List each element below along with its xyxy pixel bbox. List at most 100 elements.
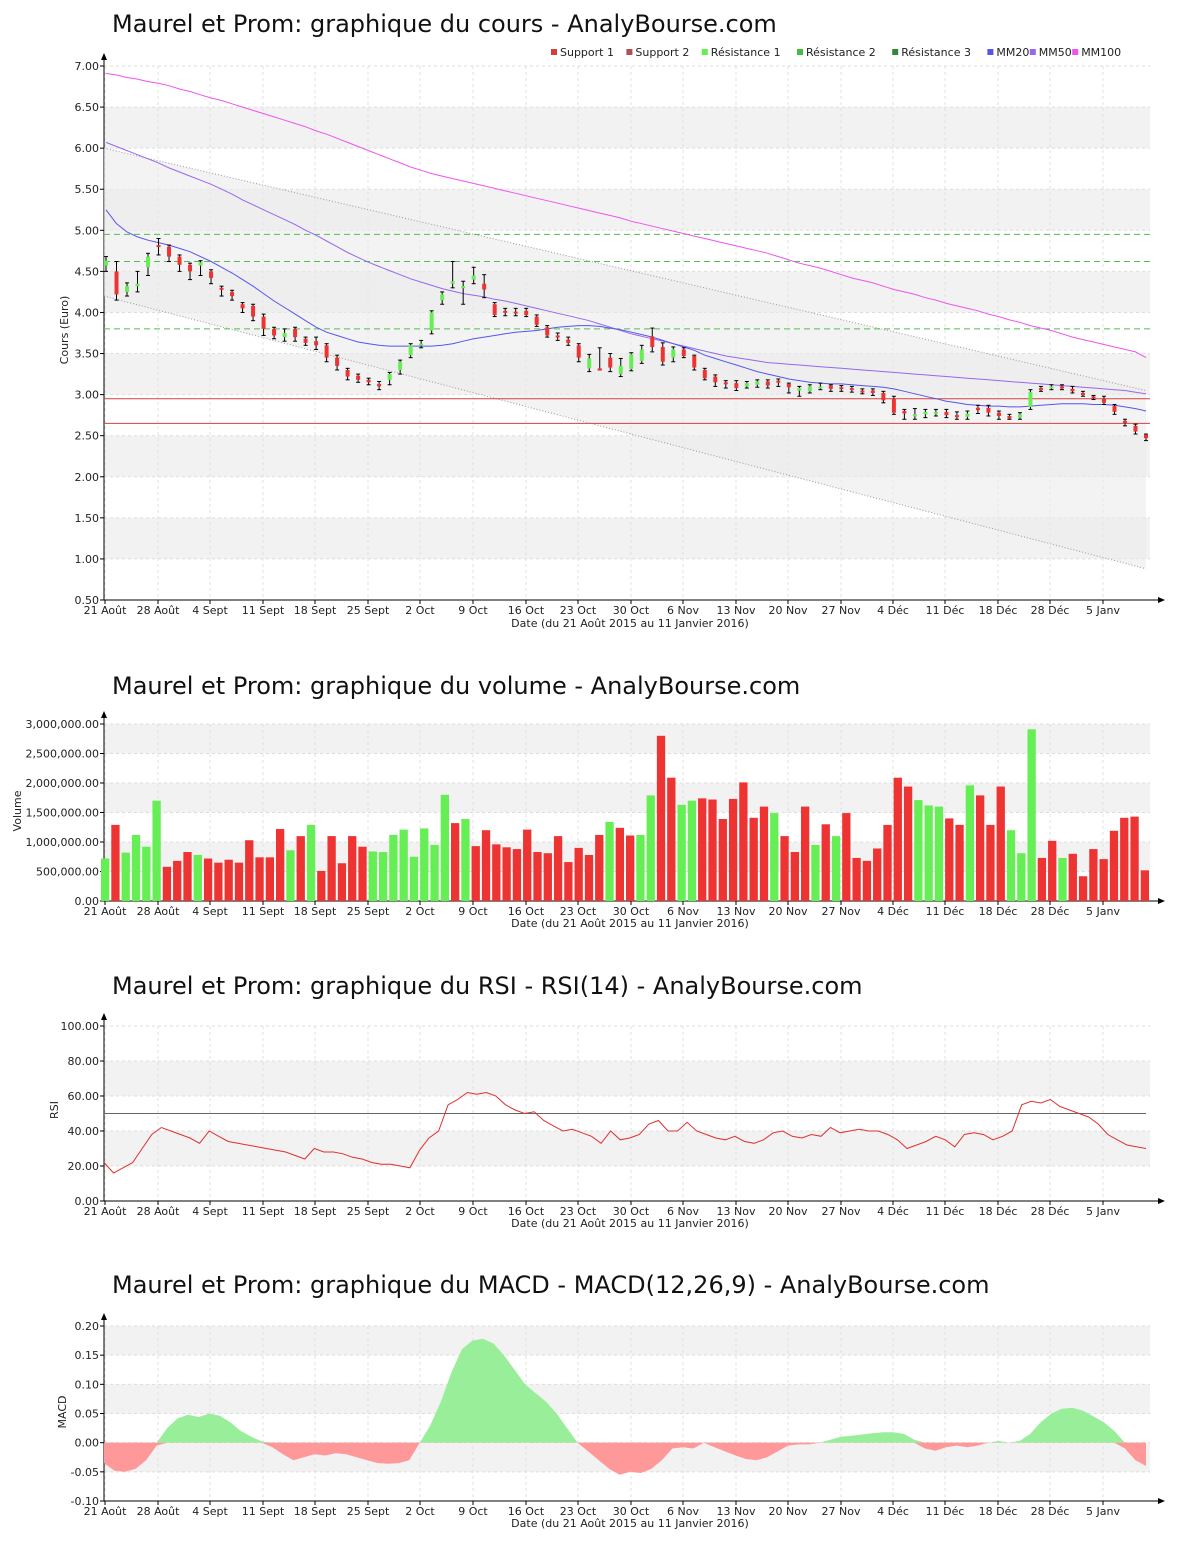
price-candle-body (902, 411, 907, 414)
price-channel-lower (103, 295, 1147, 570)
volume-bar (1078, 876, 1088, 901)
rsi-xtick-label: 20 Nov (769, 1205, 808, 1218)
price-xtick-label: 9 Oct (458, 604, 488, 617)
volume-bar (1130, 816, 1139, 901)
price-xtick-label: 13 Nov (717, 604, 756, 617)
macd-xtick-label: 20 Nov (769, 1505, 808, 1518)
volume-bar (543, 853, 552, 901)
price-candle-body (408, 345, 413, 356)
volume-bar (1006, 830, 1016, 901)
price-ytick-label: 5.50 (75, 183, 100, 196)
rsi-xtick-label: 27 Nov (822, 1205, 861, 1218)
price-candle-body (566, 339, 571, 343)
price-candle-body (839, 387, 844, 390)
price-ytick-label: 1.50 (75, 512, 100, 525)
macd-chart-title: Maurel et Prom: graphique du MACD - MACD… (112, 1271, 990, 1299)
volume-xtick-label: 28 Août (137, 905, 181, 918)
macd-positive-area (104, 1338, 1146, 1443)
volume-xtick-label: 5 Janv (1086, 905, 1120, 918)
price-candle-body (671, 349, 676, 358)
price-candle-body (1059, 386, 1064, 389)
macd-xtick-label: 11 Sept (242, 1505, 285, 1518)
volume-bar (574, 847, 583, 901)
price-candle-body (776, 380, 781, 383)
macd-xtick-label: 16 Oct (508, 1505, 545, 1518)
rsi-x-caption: Date (du 21 Août 2015 au 11 Janvier 2016… (511, 1217, 749, 1230)
rsi-xtick-label: 13 Nov (717, 1205, 756, 1218)
volume-bar (111, 824, 120, 901)
price-ytick-label: 4.00 (75, 306, 100, 319)
volume-bar (986, 824, 995, 901)
volume-xtick-label: 18 Déc (979, 905, 1018, 918)
volume-bar (965, 785, 974, 901)
volume-chart: Volume Date (du 21 Août 2015 au 11 Janvi… (11, 711, 1165, 930)
volume-xtick-label: 11 Déc (926, 905, 965, 918)
macd-chart: MACD Date (du 21 Août 2015 au 11 Janvier… (56, 1313, 1165, 1530)
volume-bar (1099, 859, 1108, 901)
price-y-arrow (101, 53, 107, 60)
volume-bar (862, 860, 872, 901)
volume-ytick-label: 2,500,000.00 (26, 748, 99, 761)
volume-bar (502, 847, 511, 901)
price-x-caption: Date (du 21 Août 2015 au 11 Janvier 2016… (511, 617, 749, 630)
price-channel-upper (103, 147, 1147, 391)
price-candle-body (1101, 398, 1106, 403)
macd-ytick-label: -0.10 (71, 1495, 99, 1508)
volume-bar (358, 846, 367, 901)
volume-bar (667, 777, 676, 901)
rsi-chart-title: Maurel et Prom: graphique du RSI - RSI(1… (112, 972, 863, 1000)
price-candle-body (104, 260, 108, 266)
volume-bar (646, 795, 655, 901)
price-chart: Cours (Euro) Date (du 21 Août 2015 au 11… (58, 46, 1165, 630)
price-candle-body (545, 327, 550, 336)
price-mm20-line (105, 209, 1147, 412)
price-xtick-label: 11 Déc (926, 604, 965, 617)
volume-bar (368, 851, 377, 901)
price-candle-body (702, 369, 707, 379)
price-xtick-label: 28 Août (137, 604, 181, 617)
price-legend-swatch (1029, 49, 1036, 55)
volume-bar (142, 846, 151, 901)
price-ytick-label: 1.00 (75, 553, 100, 566)
volume-bar (996, 786, 1005, 901)
volume-band (104, 783, 1150, 813)
rsi-ytick-label: 40.00 (68, 1125, 100, 1138)
rsi-ytick-label: 60.00 (68, 1090, 100, 1103)
volume-bar (451, 823, 460, 901)
macd-xtick-label: 28 Déc (1031, 1505, 1070, 1518)
volume-bar (790, 852, 799, 901)
macd-xtick-label: 18 Déc (979, 1505, 1018, 1518)
macd-band (104, 1326, 1150, 1356)
price-legend-swatch (1072, 49, 1079, 55)
volume-xtick-label: 11 Sept (242, 905, 285, 918)
rsi-chart: RSI Date (du 21 Août 2015 au 11 Janvier … (48, 1013, 1165, 1230)
price-xtick-label: 11 Sept (242, 604, 285, 617)
volume-bar (121, 852, 130, 901)
price-candle-body (797, 388, 802, 391)
volume-bar (945, 818, 954, 901)
price-legend-label: MM50 (1039, 46, 1072, 59)
macd-xtick-label: 9 Oct (458, 1505, 488, 1518)
macd-xtick-label: 28 Août (137, 1505, 181, 1518)
volume-ytick-label: 0.00 (75, 895, 100, 908)
volume-bar (378, 852, 388, 901)
volume-bar (492, 844, 501, 901)
price-candle-body (293, 328, 298, 338)
volume-bar (801, 806, 810, 901)
volume-bar (173, 860, 182, 901)
volume-chart-title: Maurel et Prom: graphique du volume - An… (112, 672, 801, 700)
volume-xtick-label: 28 Déc (1031, 905, 1070, 918)
price-candle-body (786, 383, 791, 388)
volume-bar (399, 829, 408, 901)
volume-bar (718, 818, 727, 901)
volume-ytick-label: 1,000,000.00 (26, 836, 99, 849)
rsi-xtick-label: 11 Déc (926, 1205, 965, 1218)
rsi-ytick-label: 0.00 (75, 1195, 100, 1208)
volume-ytick-label: 2,000,000.00 (26, 777, 99, 790)
macd-x-caption: Date (du 21 Août 2015 au 11 Janvier 2016… (511, 1517, 749, 1530)
volume-bar (420, 828, 429, 901)
price-candle-body (440, 294, 445, 301)
price-legend-label: Support 2 (635, 46, 689, 59)
volume-bar (1089, 849, 1098, 901)
volume-bar (512, 849, 522, 901)
